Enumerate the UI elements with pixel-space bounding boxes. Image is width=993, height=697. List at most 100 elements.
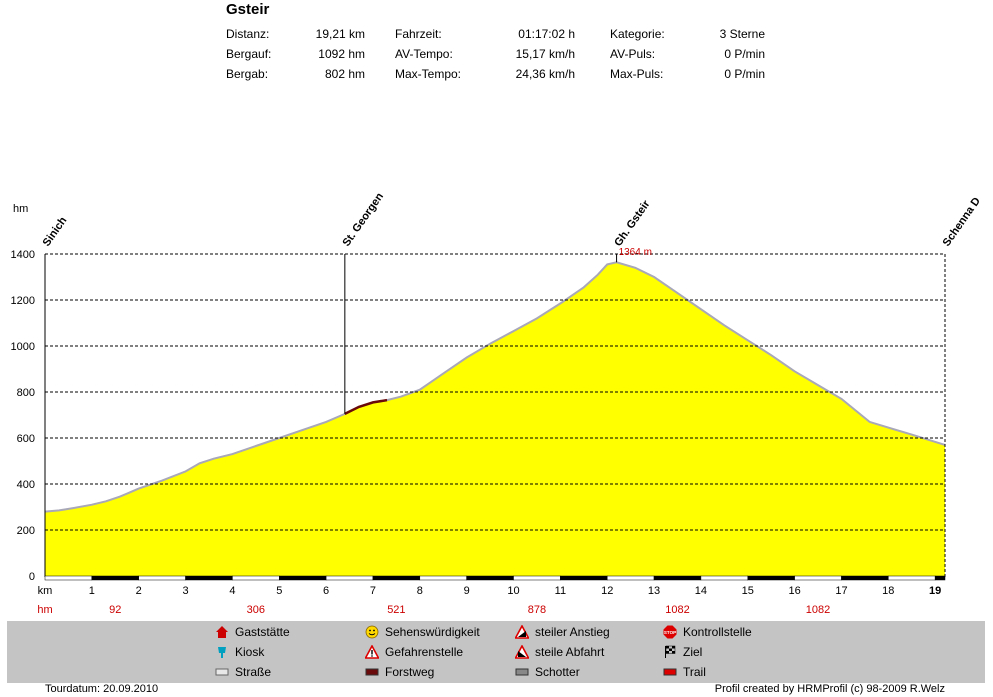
x-tick-label: 17 (835, 585, 847, 597)
x-tick-label: 18 (882, 585, 894, 597)
profile-credit: Profil created by HRMProfil (c) 98-2009 … (714, 683, 945, 695)
legend-item-forstweg: Forstweg (365, 663, 434, 679)
legend-item-trail: Trail (663, 663, 706, 679)
x-tick-label: 15 (742, 585, 754, 597)
stat-label-max-pulse: Max-Puls: (610, 67, 664, 81)
x-tick-label: 7 (370, 585, 376, 597)
waypoint-label: St. Georgen (340, 191, 386, 249)
legend-item-sehenswuerdigkeit: Sehenswürdigkeit (365, 623, 480, 639)
elevation-area (45, 262, 945, 576)
stat-label-avg-pulse: AV-Puls: (610, 47, 656, 61)
y-tick-label: 0 (29, 571, 35, 583)
warning-icon (365, 644, 379, 659)
waypoint-label: Sinich (41, 215, 70, 249)
stat-label-avg-speed: AV-Tempo: (395, 47, 453, 61)
legend-item-schotter: Schotter (515, 663, 580, 679)
gravel-icon (515, 668, 529, 676)
x-tick-label: 16 (788, 585, 800, 597)
y-tick-label: 1200 (11, 295, 35, 307)
y-tick-label: 200 (17, 525, 35, 537)
x-axis-label: km (38, 585, 53, 597)
x-tick-label: 11 (555, 585, 566, 597)
km-bar-segment (325, 575, 374, 581)
stat-value-descent: 802 hm (324, 67, 365, 81)
steep-climb-icon (515, 624, 529, 639)
route-title: Gsteir (226, 1, 270, 18)
y-tick-label: 1000 (11, 341, 35, 353)
x-tick-label: 12 (601, 585, 613, 597)
y-tick-label: 1400 (11, 249, 35, 261)
legend-item-gaststaette: Gaststätte (215, 623, 290, 639)
legend-panel: Gaststätte Kiosk Straße Sehenswürdigkeit… (7, 621, 985, 683)
svg-text:STOP: STOP (664, 630, 676, 635)
stop-icon: STOP (663, 625, 677, 639)
elevation-line (44, 261, 946, 513)
trail-icon (663, 668, 677, 676)
finish-flag-icon (665, 645, 676, 658)
stat-label-descent: Bergab: (226, 67, 269, 81)
y-tick-label: 600 (17, 433, 35, 445)
stat-value-max-speed: 24,36 km/h (515, 67, 575, 81)
km-bar-segment (513, 575, 561, 581)
elevation-row-value: 521 (387, 604, 405, 616)
x-tick-label: 9 (464, 585, 470, 597)
elevation-row-value: 1082 (665, 604, 689, 616)
stat-label-distance: Distanz: (226, 27, 270, 41)
tour-date: Tourdatum: 20.09.2010 (45, 683, 159, 695)
km-bar-segment (560, 575, 608, 581)
km-bar-segment (138, 575, 186, 581)
forstweg-segment (344, 398, 388, 416)
km-bar-segment (91, 575, 139, 581)
legend-item-steiler-anstieg: steiler Anstieg (515, 623, 610, 639)
km-bar-segment (185, 575, 233, 581)
legend-item-ziel: Ziel (663, 643, 702, 659)
legend-item-gefahrenstelle: Gefahrenstelle (365, 643, 463, 659)
elevation-row-unit: hm (37, 604, 52, 616)
y-tick-label: 400 (17, 479, 35, 491)
stat-label-category: Kategorie: (610, 27, 665, 41)
x-tick-label: 8 (417, 585, 423, 597)
x-tick-label: 6 (323, 585, 329, 597)
km-bar-segment (372, 575, 421, 581)
steep-descent-icon (515, 644, 529, 659)
stat-value-avg-speed: 15,17 km/h (515, 47, 575, 61)
stat-value-max-pulse: 0 P/min (724, 67, 765, 81)
stat-value-distance: 19,21 km (315, 27, 365, 41)
x-tick-label: 13 (648, 585, 660, 597)
km-bar-segment (934, 575, 946, 581)
waypoint-label: Schenna D (941, 195, 983, 248)
legend-item-kiosk: Kiosk (215, 643, 264, 659)
x-tick-label: 4 (229, 585, 235, 597)
x-tick-label: 14 (695, 585, 707, 597)
km-bar-segment (232, 575, 280, 581)
y-axis-label: hm (13, 203, 28, 215)
y-tick-label: 800 (17, 387, 35, 399)
smiley-icon (365, 625, 379, 639)
waypoint-label: Gh. Gsteir (612, 198, 653, 249)
legend-item-strasse: Straße (215, 663, 271, 679)
legend-item-steile-abfahrt: steile Abfahrt (515, 643, 604, 659)
km-bar-segment (419, 575, 467, 581)
km-bar-segment (700, 575, 749, 581)
km-bar-segment (279, 575, 327, 581)
stat-value-category: 3 Sterne (719, 27, 765, 41)
x-tick-label: 1 (89, 585, 95, 597)
km-bar-segment (653, 575, 702, 581)
x-tick-label: 3 (182, 585, 188, 597)
x-tick-label: 10 (507, 585, 519, 597)
km-bar-segment (747, 575, 795, 581)
km-bar-segment (44, 575, 93, 581)
x-tick-label: 5 (276, 585, 282, 597)
peak-elevation-label: 1364 m (619, 247, 652, 258)
elevation-row-value: 306 (247, 604, 265, 616)
stat-value-avg-pulse: 0 P/min (724, 47, 765, 61)
forest-road-icon (365, 668, 379, 676)
km-bar-segment (888, 575, 936, 581)
stat-label-ride-time: Fahrzeit: (395, 27, 442, 41)
km-bar-segment (841, 575, 889, 581)
km-bar-segment (466, 575, 514, 581)
x-tick-label: 2 (136, 585, 142, 597)
stat-value-ride-time: 01:17:02 h (518, 27, 575, 41)
elevation-row-value: 92 (109, 604, 121, 616)
